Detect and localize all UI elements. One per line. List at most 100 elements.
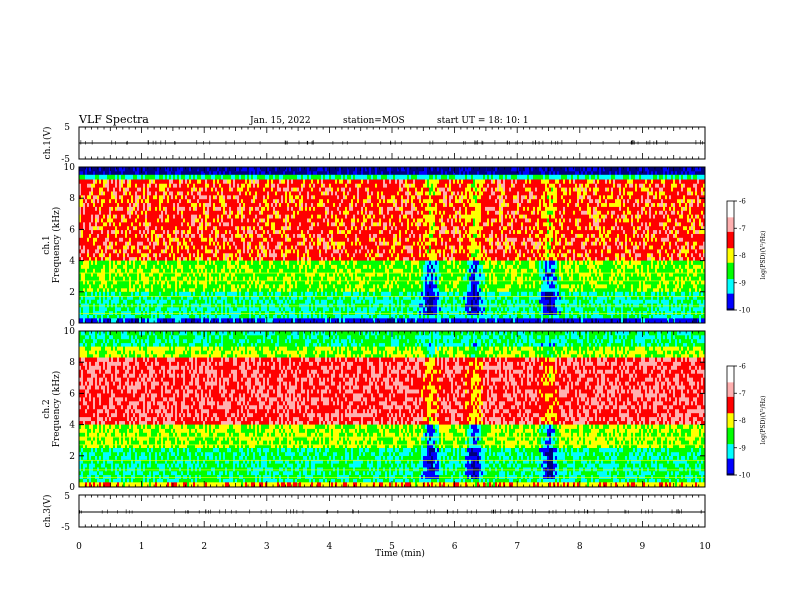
spectrogram-cell <box>295 218 297 223</box>
spectrogram-cell <box>269 206 271 211</box>
spectrogram-cell <box>311 314 313 319</box>
spectrogram-cell <box>137 295 139 300</box>
spectrogram-cell <box>237 183 239 188</box>
spectrogram-cell <box>127 221 129 227</box>
spectrogram-cell <box>167 318 169 324</box>
spectrogram-cell <box>201 229 203 234</box>
spectrogram-cell <box>271 170 273 176</box>
spectrogram-cell <box>247 237 249 242</box>
spectrogram-cell <box>183 256 185 261</box>
spectrogram-cell <box>267 272 269 277</box>
spectrogram-cell <box>283 174 285 180</box>
spectrogram-cell <box>95 252 97 258</box>
spectrogram-cell <box>159 214 161 219</box>
spectrogram-cell <box>115 268 117 273</box>
spectrogram-cell <box>299 170 301 176</box>
spectrogram-cell <box>255 218 257 223</box>
spectrogram-cell <box>239 241 241 246</box>
spectrogram-cell <box>215 284 217 289</box>
spectrogram-cell <box>201 179 203 184</box>
spectrogram-cell <box>147 170 149 176</box>
spectrogram-cell <box>129 202 131 207</box>
spectrogram-cell <box>293 291 295 296</box>
spectrogram-cell <box>299 291 301 296</box>
spectrogram-cell <box>79 287 81 293</box>
spectrogram-cell <box>221 245 223 250</box>
spectrogram-cell <box>183 245 185 250</box>
spectrogram-cell <box>267 295 269 300</box>
spectrogram-cell <box>83 295 85 300</box>
spectrogram-cell <box>177 284 179 289</box>
spectrogram-cell <box>245 314 247 319</box>
spectrogram-cell <box>219 206 221 211</box>
spectrogram-cell <box>295 268 297 273</box>
spectrogram-cell <box>255 179 257 184</box>
spectrogram-cell <box>259 272 261 277</box>
spectrogram-cell <box>265 225 267 231</box>
spectrogram-cell <box>149 170 151 176</box>
spectrogram-cell <box>161 167 163 172</box>
spectrogram-cell <box>287 310 289 315</box>
spectrogram-cell <box>147 310 149 315</box>
spectrogram-cell <box>219 299 221 304</box>
spectrogram-cell <box>257 299 259 304</box>
spectrogram-cell <box>185 276 187 281</box>
spectrogram-cell <box>103 249 105 254</box>
spectrogram-cell <box>251 287 253 293</box>
spectrogram-cell <box>241 241 243 246</box>
spectrogram-cell <box>283 202 285 207</box>
spectrogram-cell <box>193 245 195 250</box>
spectrogram-cell <box>137 202 139 207</box>
spectrogram-cell <box>227 284 229 289</box>
spectrogram-cell <box>267 237 269 242</box>
spectrogram-cell <box>147 272 149 277</box>
spectrogram-cell <box>309 260 311 265</box>
spectrogram-cell <box>229 256 231 261</box>
spectrogram-cell <box>109 284 111 289</box>
spectrogram-cell <box>189 306 191 312</box>
spectrogram-cell <box>243 233 245 238</box>
spectrogram-cell <box>285 306 287 312</box>
spectrogram-cell <box>303 295 305 300</box>
spectrogram-cell <box>85 252 87 258</box>
spectrogram-cell <box>145 191 147 196</box>
spectrogram-cell <box>305 183 307 188</box>
spectrogram-cell <box>251 249 253 254</box>
spectrogram-cell <box>205 245 207 250</box>
spectrogram-cell <box>235 287 237 293</box>
spectrogram-cell <box>123 225 125 231</box>
spectrogram-cell <box>235 306 237 312</box>
spectrogram-cell <box>219 170 221 176</box>
spectrogram-cell <box>231 252 233 258</box>
spectrogram-cell <box>255 194 257 200</box>
spectrogram-cell <box>117 306 119 312</box>
spectrogram-cell <box>171 221 173 227</box>
spectrogram-cell <box>169 241 171 246</box>
spectrogram-cell <box>259 198 261 204</box>
spectrogram-cell <box>185 167 187 172</box>
spectrogram-cell <box>117 299 119 304</box>
spectrogram-cell <box>233 287 235 293</box>
spectrogram-cell <box>231 287 233 293</box>
spectrogram-cell <box>149 272 151 277</box>
spectrogram-cell <box>183 249 185 254</box>
spectrogram-cell <box>103 268 105 273</box>
spectrogram-cell <box>283 229 285 234</box>
spectrogram-cell <box>309 276 311 281</box>
spectrogram-cell <box>271 245 273 250</box>
spectrogram-cell <box>101 256 103 261</box>
spectrogram-cell <box>87 314 89 319</box>
spectrogram-cell <box>115 210 117 215</box>
spectrogram-cell <box>177 276 179 281</box>
spectrogram-cell <box>255 256 257 261</box>
spectrogram-cell <box>281 187 283 192</box>
spectrogram-cell <box>305 221 307 227</box>
spectrogram-cell <box>177 179 179 184</box>
spectrogram-cell <box>303 268 305 273</box>
spectrogram-cell <box>277 179 279 184</box>
spectrogram-cell <box>157 187 159 192</box>
spectrogram-cell <box>97 260 99 265</box>
spectrogram-cell <box>251 183 253 188</box>
spectrogram-cell <box>159 233 161 238</box>
spectrogram-cell <box>183 318 185 324</box>
